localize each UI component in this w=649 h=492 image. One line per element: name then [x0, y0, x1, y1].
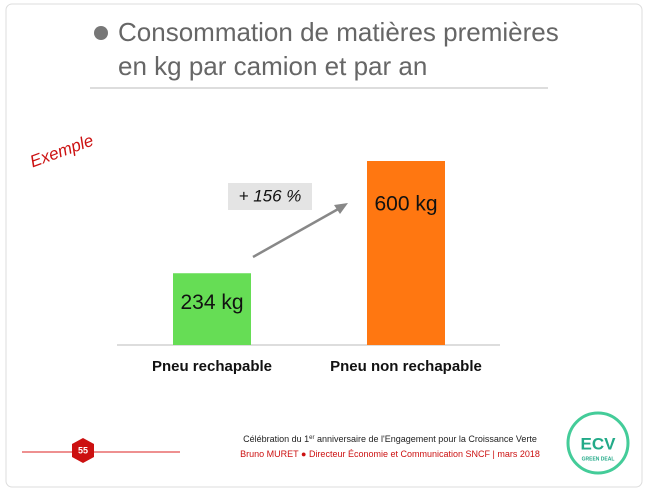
value-label: 600 kg: [374, 193, 437, 216]
footer-bullet: ●: [301, 449, 306, 459]
bar: [173, 273, 251, 345]
slide-frame: [5, 3, 643, 488]
footer-sup: er: [309, 435, 314, 441]
footer-text: Bruno MURET: [240, 449, 299, 459]
logo: [566, 411, 630, 475]
page-badge: [72, 438, 94, 463]
logo-text: ECV: [581, 434, 617, 453]
footer-line: Célébration du 1er anniversaire de l'Eng…: [243, 434, 537, 444]
title-line: Consommation de matières premières: [118, 17, 559, 47]
logo-sub: GREEN DEAL: [582, 456, 615, 462]
value-label: 234 kg: [180, 291, 243, 314]
arrow: [252, 206, 341, 259]
x-tick-label: Pneu rechapable: [152, 358, 272, 375]
bar: [367, 161, 445, 345]
footer-text: anniversaire de l'Engagement pour la Cro…: [315, 434, 537, 444]
footer-line: Bruno MURET ● Directeur Économie et Comm…: [240, 449, 540, 459]
title-line: en kg par camion et par an: [118, 51, 427, 81]
annotation: + 156 %: [239, 186, 302, 205]
page-number: 55: [78, 445, 88, 455]
annotation-box: [228, 183, 312, 210]
arrow-head: [334, 203, 348, 214]
footer-text: Célébration du 1: [243, 434, 309, 444]
x-tick-label: Pneu non rechapable: [330, 358, 482, 375]
bullet: [94, 26, 108, 40]
footer-text: Directeur Économie et Communication SNCF…: [306, 449, 539, 459]
